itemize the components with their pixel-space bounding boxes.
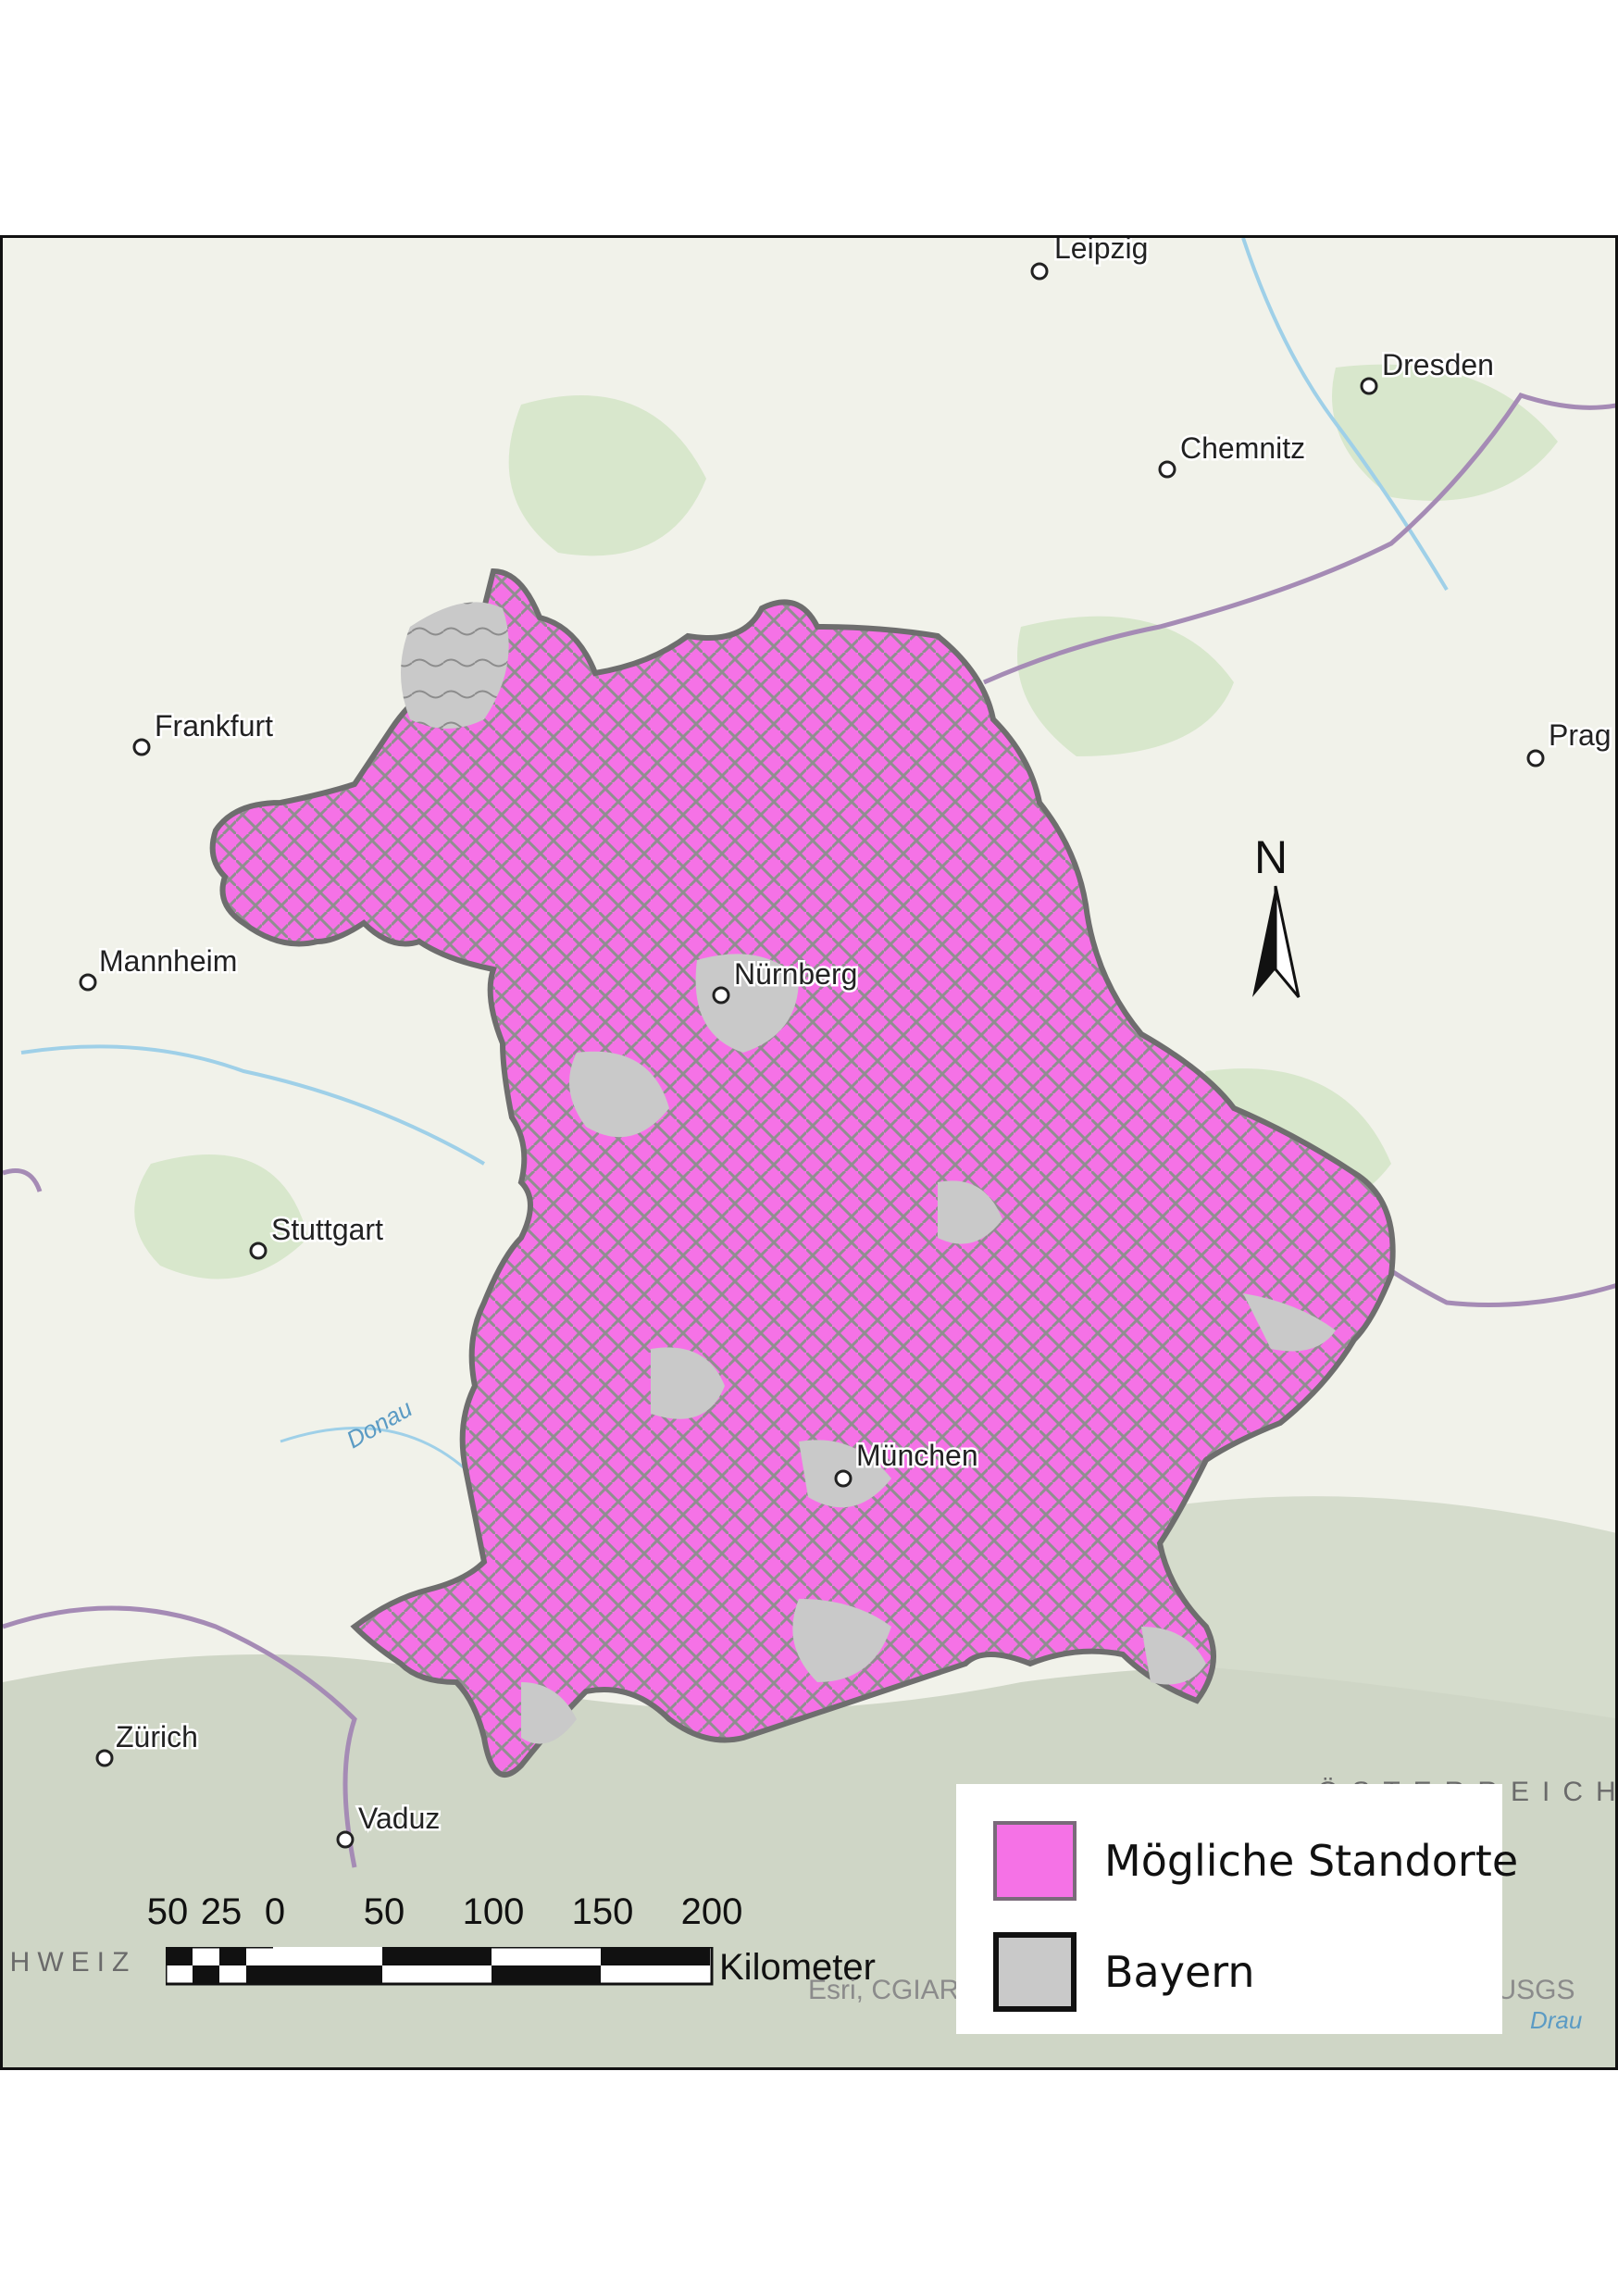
scale-unit: Kilometer — [719, 1947, 876, 1988]
city-dot — [712, 986, 730, 1004]
city-label: Chemnitz — [1180, 431, 1305, 465]
city-dot — [336, 1830, 355, 1849]
river — [1241, 238, 1449, 592]
city-label: Prag — [1549, 718, 1612, 752]
scale-label: 25 — [200, 1891, 243, 1932]
legend-item-bavaria: Bayern — [975, 1923, 1493, 2015]
city-label: Mannheim — [99, 944, 237, 978]
city-dot — [132, 738, 151, 756]
scale-label: 0 — [264, 1891, 286, 1932]
forest-area — [1332, 364, 1558, 501]
bavaria-gray-zone — [651, 1347, 725, 1419]
city-marker-zürich: Zürich — [95, 1718, 200, 1767]
scale-label: 50 — [146, 1891, 189, 1932]
city-label: Leipzig — [1054, 238, 1148, 265]
bavaria-gray-zone — [792, 1599, 891, 1682]
bavaria-region — [209, 568, 1396, 1778]
city-label: Dresden — [1382, 348, 1494, 381]
north-arrow-icon — [1252, 885, 1301, 998]
bavaria-gray-zone — [938, 1180, 1002, 1244]
legend-label: Bayern — [1104, 1947, 1255, 1997]
city-dot — [1526, 749, 1545, 767]
city-label: Zürich — [116, 1720, 198, 1753]
legend: Mögliche Standorte Bayern — [956, 1784, 1518, 2034]
river-label-drau: Drau — [1530, 2006, 1582, 2034]
country-label-schweiz: SCHWEIZ — [3, 1947, 136, 1978]
city-marker-vaduz: Vaduz — [336, 1800, 442, 1849]
legend-label: Mögliche Standorte — [1104, 1836, 1519, 1886]
country-border — [982, 393, 1615, 685]
city-dot — [249, 1242, 268, 1260]
city-marker-prag: Prag — [1526, 717, 1613, 767]
scale-bar: 50 25 0 50 100 150 200 Kilometer — [132, 1891, 876, 1988]
bavaria-gray-zone — [1243, 1293, 1336, 1352]
city-label: Stuttgart — [271, 1213, 383, 1246]
legend-swatch — [993, 1932, 1077, 2012]
city-marker-frankfurt: Frankfurt — [132, 707, 276, 756]
bavaria-gray-zone — [695, 954, 799, 1053]
city-marker-dresden: Dresden — [1360, 346, 1496, 395]
scale-label: 200 — [680, 1891, 743, 1932]
bavaria-gray-zone — [401, 602, 509, 729]
scale-label: 150 — [571, 1891, 634, 1932]
city-layer: Leipzig Dresden Chemnitz Frankfurt Prag Mannh… — [79, 238, 1613, 1849]
city-dot — [834, 1469, 853, 1488]
country-border — [3, 1605, 357, 1868]
scale-label: 100 — [462, 1891, 525, 1932]
bavaria-gray-zone — [569, 1051, 669, 1138]
river — [280, 1427, 467, 1471]
forest-area — [508, 395, 706, 556]
legend-item-candidate-sites: Mögliche Standorte — [975, 1812, 1518, 1904]
north-arrow: N — [1234, 830, 1317, 1016]
city-label: München — [856, 1439, 978, 1472]
country-border — [3, 1168, 43, 1192]
scale-label: 50 — [363, 1891, 405, 1932]
bavaria-gray-zone — [521, 1682, 577, 1744]
city-label: Frankfurt — [155, 709, 273, 742]
city-label: Nürnberg — [734, 957, 857, 991]
city-label: Vaduz — [358, 1802, 440, 1835]
map-frame: Leipzig Dresden Chemnitz Frankfurt Prag Mannh… — [0, 235, 1618, 2070]
alps-relief — [1114, 1496, 1615, 1719]
bavaria-gray-zone — [1141, 1627, 1206, 1685]
city-dot — [95, 1749, 114, 1767]
city-marker-nürnberg: Nürnberg — [712, 955, 860, 1004]
city-dot — [1030, 262, 1049, 281]
city-marker-leipzig: Leipzig — [1030, 238, 1151, 281]
city-marker-stuttgart: Stuttgart — [249, 1211, 386, 1260]
legend-swatch — [993, 1821, 1077, 1901]
city-marker-mannheim: Mannheim — [79, 942, 240, 992]
city-marker-chemnitz: Chemnitz — [1158, 430, 1308, 479]
scale-bar-graphic — [166, 1947, 714, 1986]
city-marker-münchen: München — [834, 1437, 980, 1488]
north-label: N — [1254, 831, 1288, 883]
city-dot — [1158, 460, 1176, 479]
river — [20, 1044, 486, 1166]
city-dot — [79, 973, 97, 992]
city-dot — [1360, 377, 1378, 395]
